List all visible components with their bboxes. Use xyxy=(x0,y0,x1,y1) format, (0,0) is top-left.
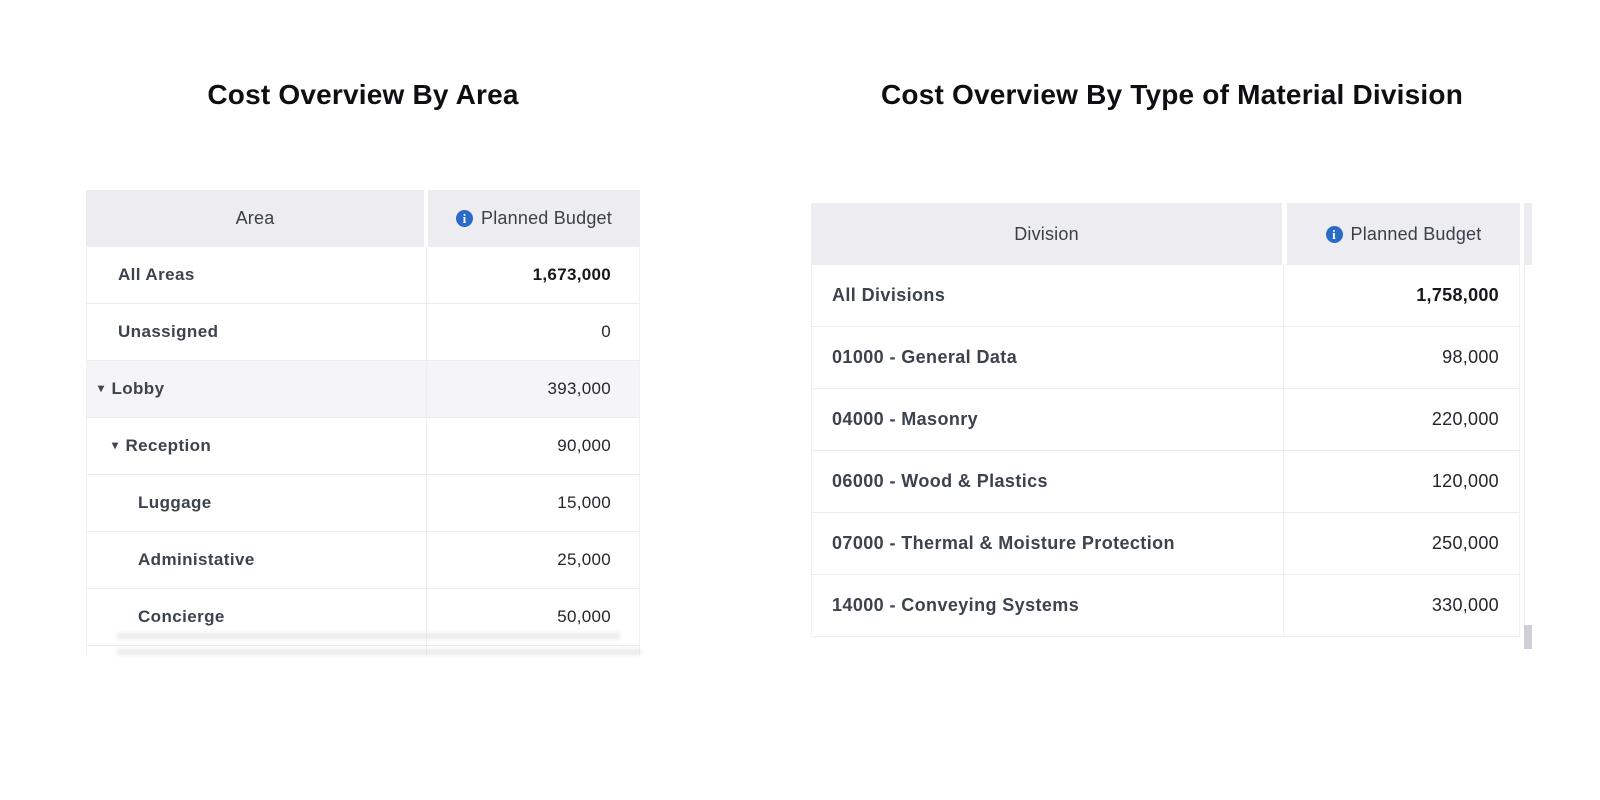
row-value: 1,758,000 xyxy=(1416,285,1499,305)
row-value: 1,673,000 xyxy=(532,265,611,284)
row-label-cell: ▾ Lobby xyxy=(87,361,427,417)
row-label-cell: Luggage xyxy=(87,475,427,531)
table-row[interactable]: 07000 - Thermal & Moisture Protection 250… xyxy=(811,513,1520,575)
column-header-division[interactable]: Division xyxy=(811,203,1282,265)
table-row[interactable]: ▾ Reception 90,000 xyxy=(86,418,640,475)
scrollbar-track[interactable] xyxy=(1524,265,1532,640)
row-label: Concierge xyxy=(138,607,225,626)
table-row[interactable]: 01000 - General Data 98,000 xyxy=(811,327,1520,389)
row-label-cell: 01000 - General Data xyxy=(812,327,1284,388)
row-label-cell: All Areas xyxy=(87,247,427,303)
column-header-label: Planned Budget xyxy=(1350,223,1482,244)
scrollbar-thumb[interactable] xyxy=(1524,625,1532,649)
row-value: 98,000 xyxy=(1442,347,1499,367)
column-header-area[interactable]: Area xyxy=(86,190,424,247)
table-row[interactable]: Administative 25,000 xyxy=(86,532,640,589)
row-label-cell: ▾ Reception xyxy=(87,418,427,474)
row-value: 393,000 xyxy=(547,379,611,398)
row-label: 01000 - General Data xyxy=(832,347,1018,367)
caret-down-icon[interactable]: ▾ xyxy=(112,438,119,452)
area-table-header: Area i Planned Budget xyxy=(86,190,640,247)
row-label-cell: 07000 - Thermal & Moisture Protection xyxy=(812,513,1284,574)
table-row[interactable]: 04000 - Masonry 220,000 xyxy=(811,389,1520,451)
row-label-cell: Concierge xyxy=(87,589,427,645)
row-label: Lobby xyxy=(111,379,165,398)
row-label: 04000 - Masonry xyxy=(832,409,979,429)
division-table-header: Division i Planned Budget xyxy=(811,203,1520,265)
table-row[interactable]: 06000 - Wood & Plastics 120,000 xyxy=(811,451,1520,513)
cut-off-row-label-cell xyxy=(87,646,427,655)
row-label: All Divisions xyxy=(832,285,946,305)
info-icon[interactable]: i xyxy=(456,210,474,227)
table-row[interactable]: ▾ Lobby 393,000 xyxy=(86,361,640,418)
area-table-body: All Areas 1,673,000 Unassigned 0 ▾ Lobby 393,0… xyxy=(86,247,641,655)
division-table: Division i Planned Budget All Divisions 1… xyxy=(811,203,1532,649)
row-label-cell: 04000 - Masonry xyxy=(812,389,1284,450)
row-value: 90,000 xyxy=(557,436,611,455)
row-label-cell: Administative xyxy=(87,532,427,588)
cost-by-division-panel: Cost Overview By Type of Material Divisi… xyxy=(811,0,1533,700)
row-value: 250,000 xyxy=(1431,533,1499,553)
row-label: Administative xyxy=(138,550,255,569)
row-label-cell: 06000 - Wood & Plastics xyxy=(812,451,1284,512)
caret-down-icon[interactable]: ▾ xyxy=(98,381,105,395)
table-title-division: Cost Overview By Type of Material Divisi… xyxy=(880,79,1464,110)
info-icon[interactable]: i xyxy=(1325,225,1343,243)
row-value: 50,000 xyxy=(557,607,611,626)
row-label: 06000 - Wood & Plastics xyxy=(832,471,1048,491)
row-label: Luggage xyxy=(138,493,212,512)
cost-by-area-panel: Cost Overview By Area Area i Planned Bud… xyxy=(86,0,641,700)
area-table: Area i Planned Budget All Areas 1,673,000… xyxy=(86,190,641,655)
cut-off-column-header xyxy=(1524,203,1532,265)
row-value: 120,000 xyxy=(1431,471,1499,491)
table-title-area: Cost Overview By Area xyxy=(207,79,519,110)
table-row[interactable]: All Areas 1,673,000 xyxy=(86,247,640,304)
table-row[interactable]: 14000 - Conveying Systems 330,000 xyxy=(811,575,1520,637)
row-label: Unassigned xyxy=(118,322,219,341)
cut-off-row xyxy=(86,646,640,655)
row-label: 14000 - Conveying Systems xyxy=(832,595,1080,615)
column-header-planned-budget[interactable]: i Planned Budget xyxy=(428,190,640,247)
row-value: 0 xyxy=(601,322,611,341)
row-label: All Areas xyxy=(118,265,195,284)
row-label-cell: 14000 - Conveying Systems xyxy=(812,575,1284,636)
row-value: 330,000 xyxy=(1431,595,1499,615)
row-value: 15,000 xyxy=(557,493,611,512)
row-label-cell: All Divisions xyxy=(812,265,1284,326)
row-label: 07000 - Thermal & Moisture Protection xyxy=(832,533,1175,553)
row-value: 25,000 xyxy=(557,550,611,569)
row-value: 220,000 xyxy=(1431,409,1499,429)
division-table-body: All Divisions 1,758,000 01000 - General Da… xyxy=(811,265,1520,637)
column-header-planned-budget[interactable]: i Planned Budget xyxy=(1287,203,1520,265)
table-row[interactable]: All Divisions 1,758,000 xyxy=(811,265,1520,327)
row-label-cell: Unassigned xyxy=(87,304,427,360)
row-label: Reception xyxy=(125,436,212,455)
column-header-label: Planned Budget xyxy=(481,208,612,228)
table-row[interactable]: Concierge 50,000 xyxy=(86,589,640,646)
table-row[interactable]: Unassigned 0 xyxy=(86,304,640,361)
table-row[interactable]: Luggage 15,000 xyxy=(86,475,640,532)
